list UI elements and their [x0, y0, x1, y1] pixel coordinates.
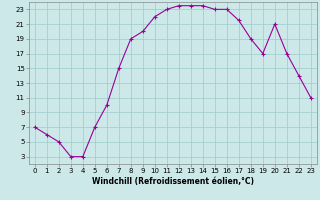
X-axis label: Windchill (Refroidissement éolien,°C): Windchill (Refroidissement éolien,°C)	[92, 177, 254, 186]
